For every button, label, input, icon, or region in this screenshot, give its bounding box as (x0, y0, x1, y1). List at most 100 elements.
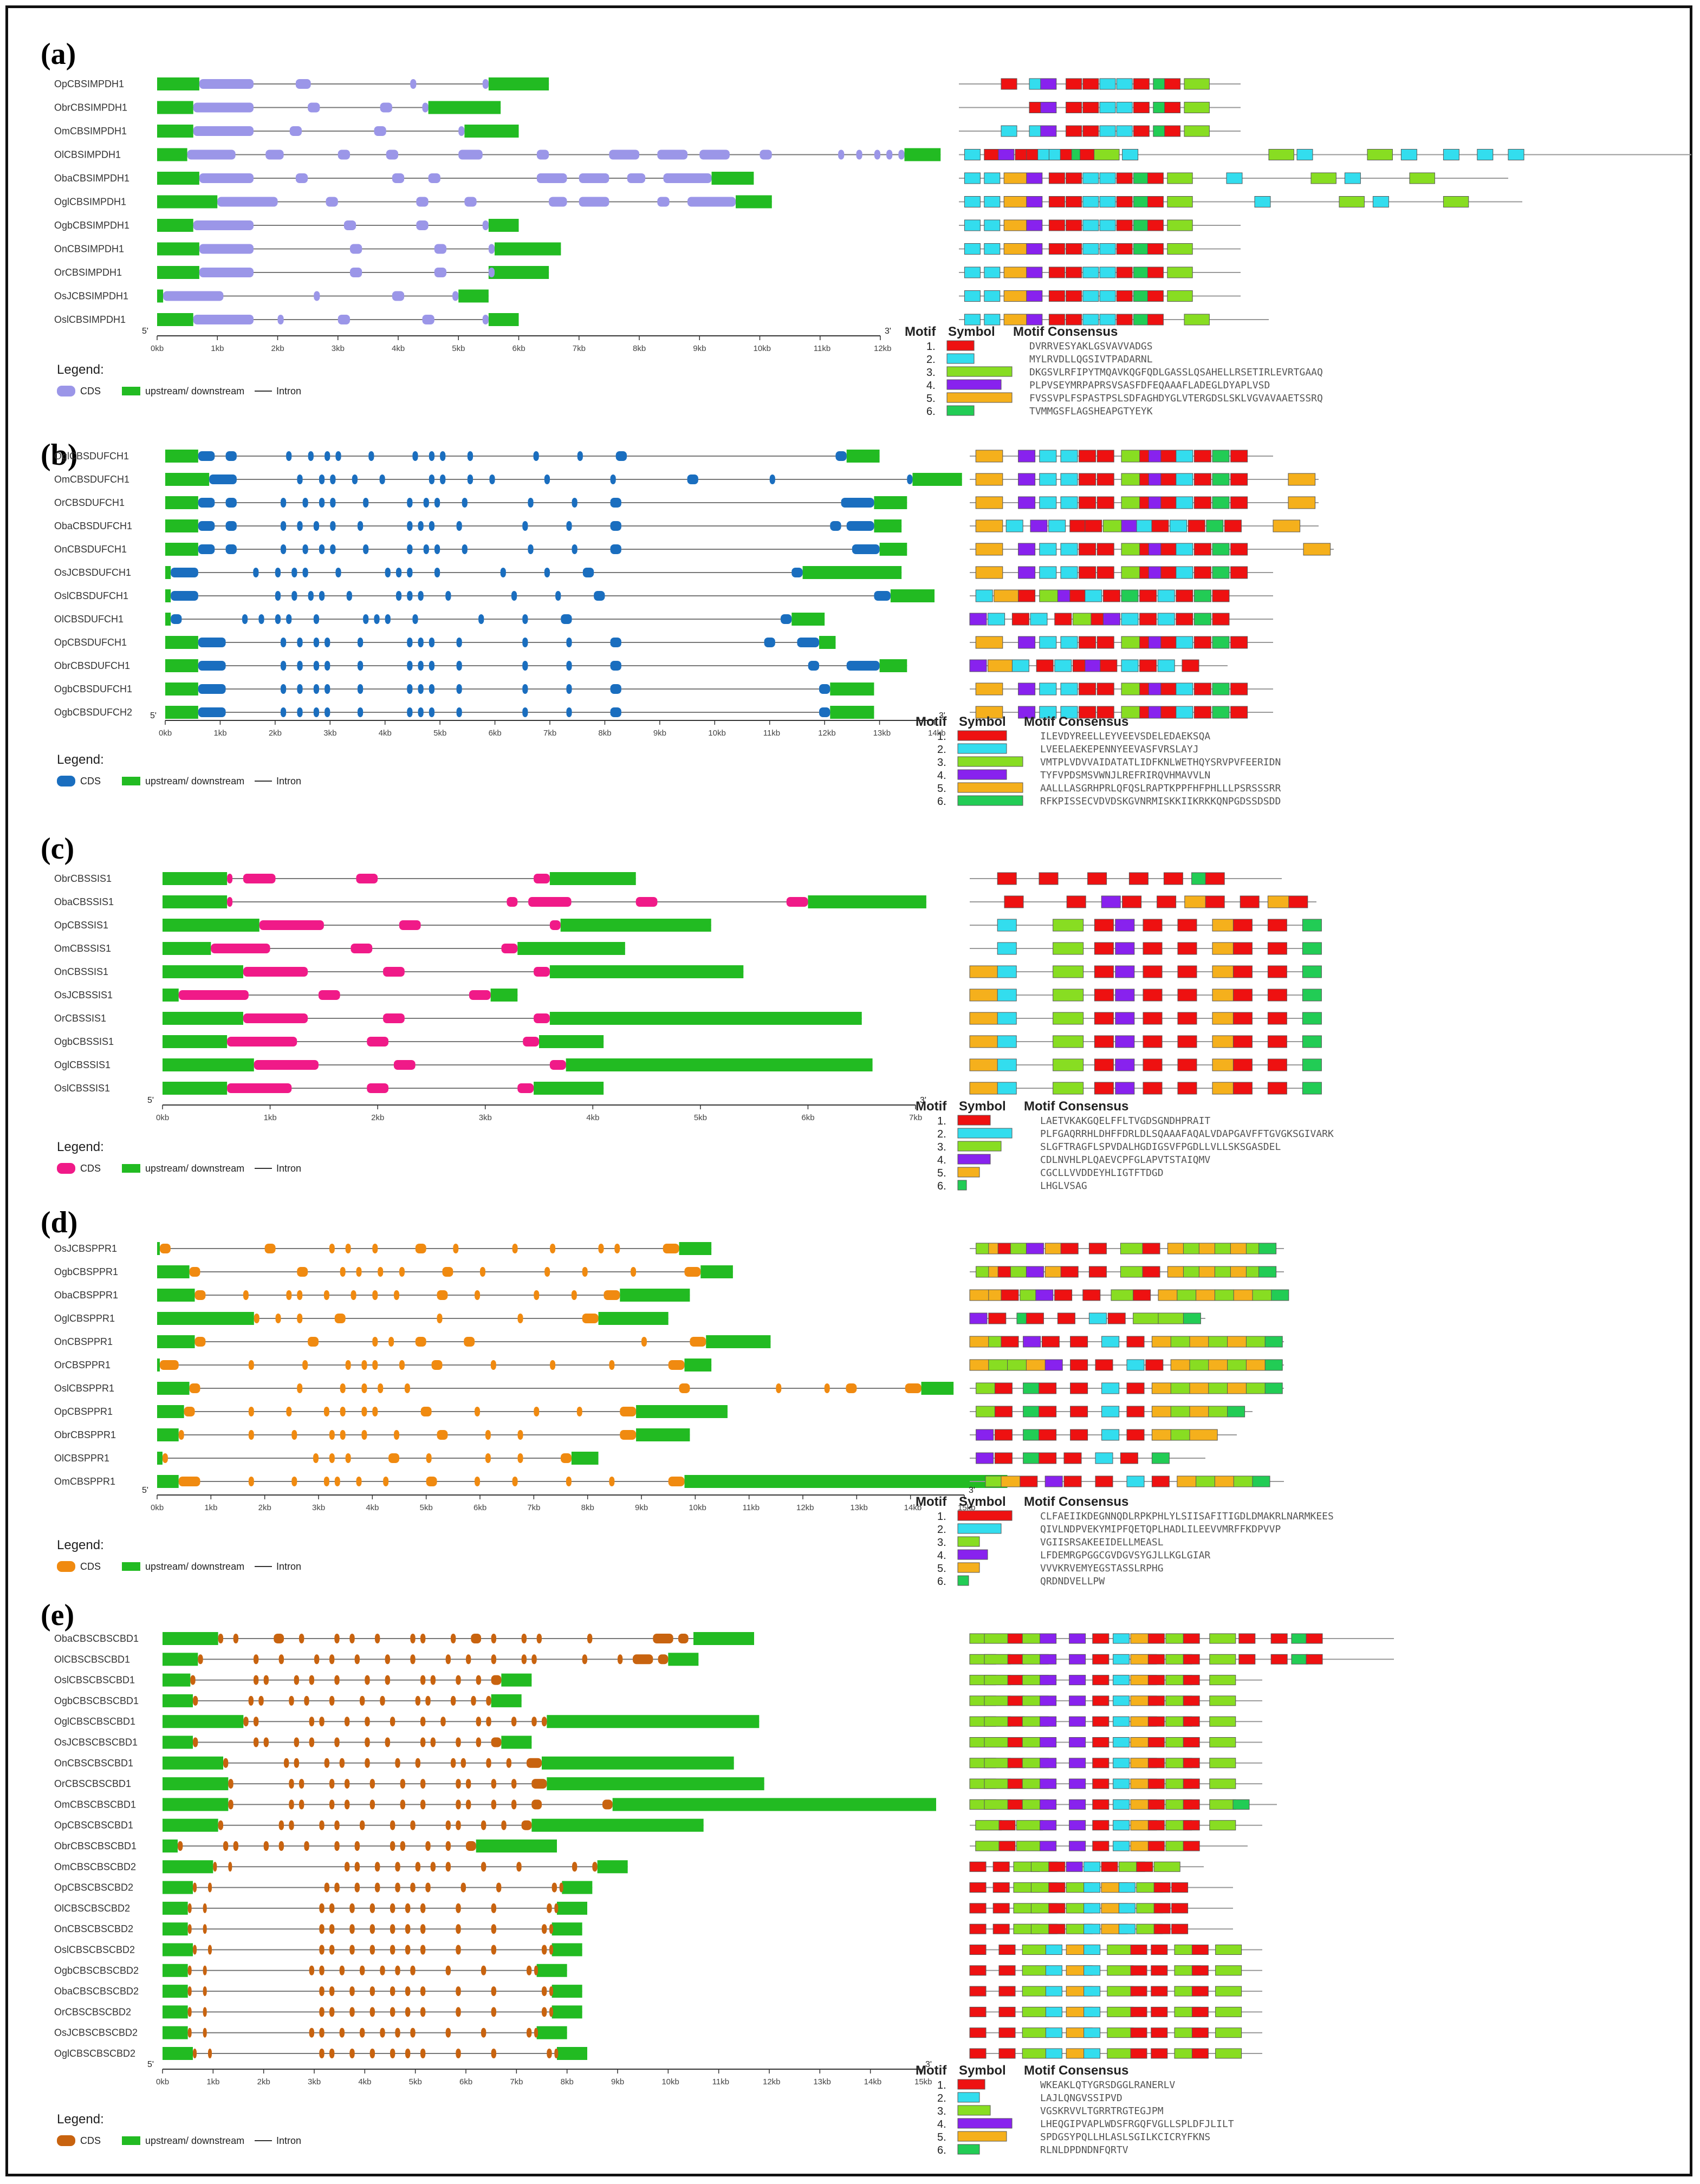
motif-2-box (1116, 125, 1133, 137)
motif-3-symbol (957, 1536, 980, 1547)
motif-4-box (1069, 1695, 1086, 1706)
motif-1-box (1094, 1035, 1114, 1048)
motif-2-box (984, 314, 1001, 326)
cds-exon (594, 591, 605, 601)
motif-2-box (1099, 125, 1116, 137)
legend: Legend:CDS upstream/ downstream Intron (57, 2112, 301, 2146)
cds-exon (346, 591, 352, 601)
cds-exon (475, 1290, 480, 1300)
motif-consensus: LAJLQNGVSSIPVD (1040, 2092, 1122, 2104)
motif-2-box (997, 942, 1017, 955)
cds-exon (361, 1383, 367, 1393)
motif-4-box (1115, 1082, 1135, 1095)
motif-1-box (1092, 1758, 1109, 1769)
cds-exon (375, 1862, 380, 1872)
motif-2-box (997, 965, 1017, 978)
utr3-box (551, 1922, 582, 1936)
motif-3-box (1107, 1965, 1134, 1976)
cds-exon (193, 220, 254, 230)
motif-1-box (1238, 1633, 1256, 1644)
motif-2-box (1113, 1841, 1130, 1851)
cds-exon (345, 1862, 350, 1872)
cds-exon (349, 1986, 355, 1997)
three-prime-label: 3' (969, 1486, 975, 1495)
motif-1-box (1066, 243, 1082, 255)
motif-1-box (1177, 1082, 1197, 1095)
utr5-box (165, 566, 171, 579)
motif-3-box (1094, 149, 1120, 160)
motif-1-box (1130, 1986, 1147, 1997)
utr3-box (846, 450, 880, 463)
utr3-box (571, 1452, 599, 1465)
motif-4-box (1040, 125, 1057, 137)
axis-tick-label: 8kb (598, 729, 611, 738)
motif-1-box (1183, 1737, 1200, 1747)
motif-2-box (1113, 1799, 1130, 1810)
motif-row (969, 1058, 1322, 1071)
cds-exon (512, 1244, 518, 1253)
motif-2-box (1005, 519, 1023, 532)
legend-cds-label: CDS (80, 776, 101, 786)
utr5-box (163, 989, 179, 1002)
motif-number: 1. (937, 1511, 946, 1523)
motif-1-box (1232, 919, 1253, 932)
motif-1-box (1092, 1820, 1109, 1831)
utr5-box (157, 148, 187, 161)
cds-exon (476, 1737, 481, 1747)
motif-3-box (1053, 1012, 1084, 1025)
cds-exon (330, 521, 336, 531)
utr5-box (157, 1335, 195, 1348)
cds-exon (278, 1820, 284, 1830)
motif-number: 2. (937, 2092, 946, 2104)
motif-1-box (1183, 1633, 1200, 1644)
cds-exon (323, 1407, 329, 1416)
cds-exon (313, 638, 319, 647)
cds-exon (385, 568, 391, 577)
motif-6-box (1264, 1382, 1283, 1394)
utr5-box (165, 636, 198, 649)
cds-exon (400, 1841, 405, 1851)
cds-exon (462, 544, 468, 554)
motif-1-box (969, 2048, 987, 2059)
cds-exon (429, 638, 434, 647)
motif-5-box (994, 589, 1021, 602)
motif-2-box (1045, 1965, 1062, 1976)
cds-exon (360, 1820, 365, 1830)
gene-name: OsJCBSIMPDH1 (54, 291, 128, 302)
cds-exon (295, 79, 311, 89)
motif-header: Motif (916, 2063, 947, 2078)
cds-exon (199, 173, 254, 183)
cds-exon (566, 638, 572, 647)
cds-exon (534, 874, 550, 883)
motif-1-box (1160, 566, 1178, 579)
cds-exon (476, 1675, 481, 1685)
cds-exon (451, 1758, 456, 1768)
cds-exon (415, 1862, 420, 1872)
cds-exon (429, 661, 434, 671)
motif-2-box (1039, 566, 1057, 579)
motif-5-box (975, 519, 1003, 532)
motif-1-box (1163, 872, 1183, 885)
axis-tick-label: 0kb (156, 2077, 169, 2086)
cds-exon (309, 1965, 314, 1975)
motif-1-box (1183, 1716, 1200, 1727)
gene-name: OnCBSIMPDH1 (54, 244, 124, 255)
motif-1-box (1177, 989, 1197, 1002)
utr5-box (163, 1012, 243, 1025)
cds-exon (898, 150, 905, 160)
gene-name: ObrCBSCBSCBD1 (54, 1841, 137, 1851)
gene-name: OsJCBSCBSCBD1 (54, 1737, 138, 1748)
motif-row (969, 1012, 1322, 1025)
motif-2-box (1099, 290, 1116, 302)
motif-1-box (1160, 450, 1178, 463)
gene-row: OnCBSPPR1 (54, 1335, 771, 1348)
utr3-box (549, 872, 636, 885)
motif-2-box (1157, 589, 1175, 602)
cds-exon (225, 498, 237, 508)
cds-exon (475, 1477, 480, 1486)
motif-1-box (1048, 314, 1065, 326)
motif-1-box (1092, 1737, 1109, 1747)
motif-3-box (1209, 1799, 1236, 1810)
motif-3-box (1158, 1312, 1186, 1324)
